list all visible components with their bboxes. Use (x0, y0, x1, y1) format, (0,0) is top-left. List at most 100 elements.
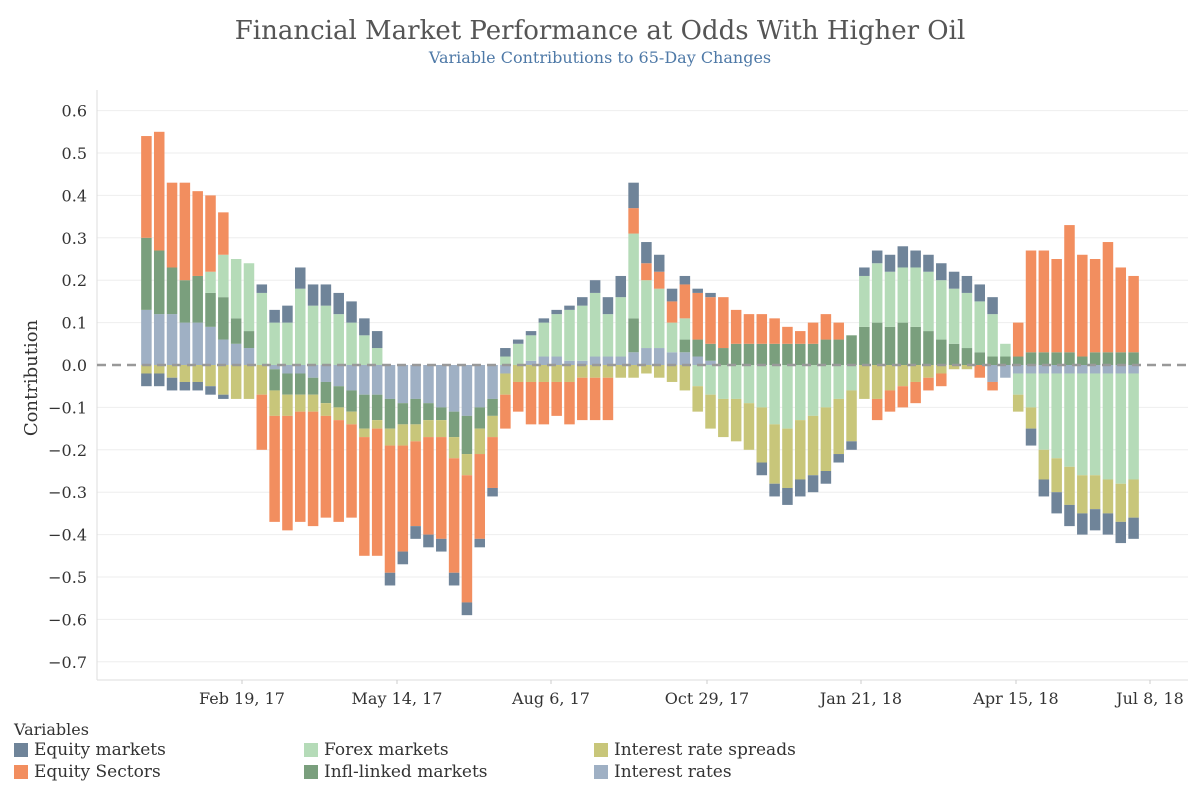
bar-segment (602, 365, 614, 378)
bar-segment (1000, 343, 1011, 357)
bar-segment (974, 365, 985, 378)
bar-segment (153, 131, 165, 251)
bar-segment (679, 318, 691, 340)
bar-segment (307, 377, 319, 395)
bar-segment (910, 326, 921, 365)
bar-segment (384, 365, 396, 399)
bar-segment (282, 322, 293, 365)
bar-segment (974, 352, 985, 365)
bar-segment (666, 288, 678, 302)
bar-segment (628, 352, 639, 365)
bar-segment (782, 343, 793, 365)
bar-segment (871, 398, 883, 421)
bar-segment (1012, 373, 1024, 395)
bar-segment (756, 407, 768, 463)
bar-segment (756, 462, 768, 476)
bars-layer (141, 131, 1139, 616)
bar-segment (923, 365, 934, 378)
bar-segment (1128, 365, 1139, 374)
bar-segment (1102, 352, 1114, 365)
bar-segment (166, 182, 178, 268)
bar-segment (910, 381, 921, 404)
bar-segment (218, 339, 229, 365)
bar-segment (1012, 322, 1024, 357)
bar-segment (718, 365, 729, 399)
bar-segment (602, 297, 614, 315)
bar-segment (230, 343, 242, 365)
bar-segment (615, 275, 627, 298)
bar-segment (525, 335, 537, 361)
bar-segment (846, 441, 857, 450)
bar-segment (1038, 449, 1050, 480)
bar-segment (730, 343, 742, 365)
y-tick-label: −0.4 (48, 526, 87, 545)
bar-segment (718, 297, 729, 349)
bar-segment (346, 301, 357, 323)
bar-segment (1077, 373, 1088, 476)
bar-segment (641, 365, 652, 374)
legend-swatch (14, 743, 28, 757)
y-tick-label: 0.5 (62, 144, 87, 163)
bar-segment (230, 365, 242, 399)
bar-segment (756, 343, 768, 365)
bar-segment (551, 309, 562, 315)
bar-segment (1115, 521, 1127, 544)
y-tick-label: 0.2 (62, 271, 87, 290)
bar-segment (769, 365, 780, 425)
bar-segment (551, 314, 562, 357)
y-tick-label: −0.7 (48, 653, 87, 672)
bar-segment (538, 381, 550, 425)
bar-segment (820, 339, 832, 365)
legend-swatch (304, 743, 318, 757)
bar-segment (936, 263, 947, 281)
bar-segment (179, 381, 191, 391)
bar-segment (269, 309, 280, 323)
bar-segment (141, 237, 152, 310)
bar-segment (653, 365, 665, 378)
bar-segment (359, 318, 370, 336)
bar-segment (1025, 352, 1037, 365)
bar-segment (884, 365, 896, 391)
bar-segment (628, 182, 639, 209)
bar-segment (653, 254, 665, 272)
bar-segment (179, 280, 191, 323)
bar-segment (577, 360, 588, 365)
bar-segment (1025, 250, 1037, 353)
bar-segment (448, 437, 460, 459)
bar-segment (205, 195, 216, 272)
bar-segment (923, 331, 934, 365)
x-tick-label: Jul 8, 18 (1114, 689, 1184, 708)
bar-segment (243, 365, 255, 399)
bar-segment (295, 394, 306, 412)
bar-segment (936, 365, 947, 374)
bar-segment (807, 475, 819, 493)
bar-segment (718, 398, 729, 438)
bar-segment (141, 365, 152, 374)
bar-segment (961, 275, 973, 293)
bar-segment (371, 331, 383, 349)
y-tick-label: 0.6 (62, 102, 87, 121)
bar-segment (307, 365, 319, 378)
legend-label: Infl-linked markets (324, 762, 488, 782)
y-tick-label: 0.4 (62, 186, 87, 205)
bar-segment (1102, 365, 1114, 374)
bar-segment (307, 394, 319, 412)
bar-segment (205, 271, 216, 293)
bar-segment (577, 297, 588, 306)
bar-segment (487, 487, 498, 497)
bar-segment (884, 271, 896, 327)
bar-segment (525, 381, 537, 425)
bar-segment (923, 271, 934, 332)
bar-segment (538, 322, 550, 357)
bar-segment (1128, 275, 1139, 353)
bar-segment (423, 403, 434, 421)
bar-segment (1077, 513, 1088, 535)
bar-segment (795, 331, 806, 344)
bar-segment (846, 335, 857, 365)
bar-segment (859, 365, 870, 399)
legend-item: Equity Sectors (14, 762, 161, 782)
bar-segment (987, 356, 998, 365)
bar-segment (987, 365, 998, 382)
bar-segment (192, 365, 203, 382)
bar-segment (166, 365, 178, 378)
